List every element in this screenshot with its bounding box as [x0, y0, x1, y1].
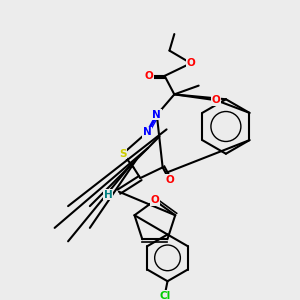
Text: N: N	[152, 110, 161, 120]
Text: O: O	[165, 175, 174, 185]
Text: O: O	[187, 58, 195, 68]
Text: H: H	[104, 190, 112, 200]
Text: Cl: Cl	[160, 291, 171, 300]
Text: O: O	[145, 71, 153, 81]
Text: O: O	[151, 196, 159, 206]
Text: S: S	[119, 149, 127, 159]
Text: N: N	[143, 127, 152, 137]
Text: O: O	[212, 95, 220, 105]
